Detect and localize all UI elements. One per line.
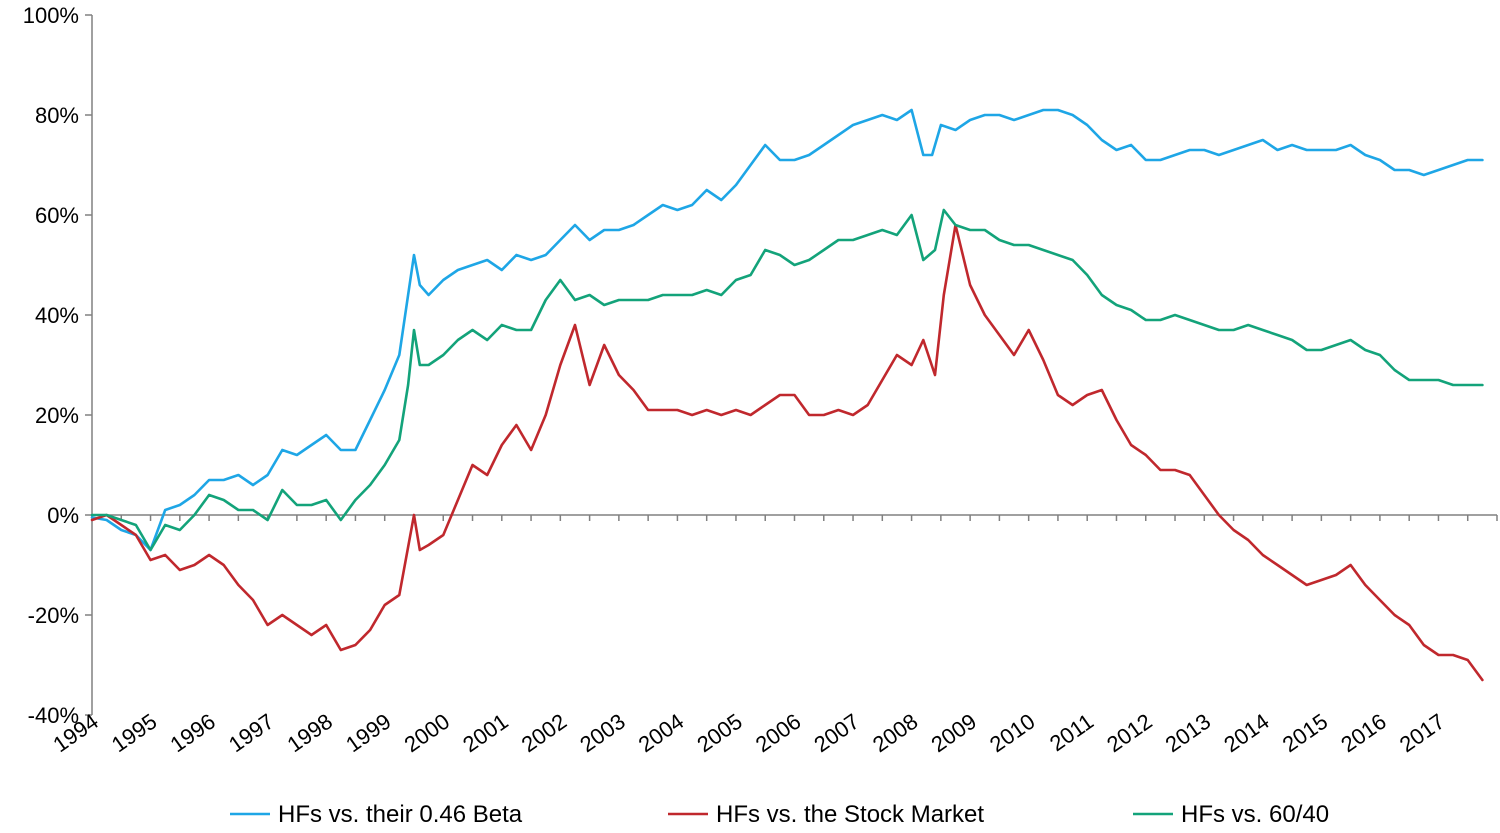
legend-label: HFs vs. 60/40: [1181, 801, 1329, 828]
x-tick-label: 2010: [985, 709, 1039, 758]
series-line-2: [90, 223, 1484, 682]
y-tick-label: -20%: [28, 603, 79, 628]
y-tick-label: 60%: [35, 203, 79, 228]
y-tick-label: 100%: [23, 3, 79, 28]
y-axis: 100% 80% 60% 40% 20% 0% -20% -40%: [23, 3, 93, 728]
series-line-3: [90, 208, 1484, 552]
x-tick-label: 2014: [1219, 709, 1273, 758]
x-tick-label: 1997: [224, 709, 278, 758]
x-tick-label: 1996: [166, 709, 220, 758]
x-tick-label: 2015: [1278, 709, 1332, 758]
x-tick-label: 2001: [458, 709, 512, 758]
x-tick-label: 2003: [575, 709, 629, 758]
x-tick-label: 2007: [809, 709, 863, 758]
x-tick-label: 2017: [1395, 709, 1449, 758]
legend: HFs vs. their 0.46 Beta HFs vs. the Stock…: [230, 801, 1329, 828]
y-tick-label: 80%: [35, 103, 79, 128]
y-tick-label: 40%: [35, 303, 79, 328]
y-tick-label: -40%: [28, 703, 79, 728]
y-tick-label: 0%: [47, 503, 79, 528]
x-tick-label: 1999: [341, 709, 395, 758]
legend-label: HFs vs. the Stock Market: [716, 801, 984, 828]
x-tick-label: 1998: [283, 709, 337, 758]
x-tick-label: 2002: [517, 709, 571, 758]
x-tick-label: 1995: [107, 709, 161, 758]
y-tick-label: 20%: [35, 403, 79, 428]
x-tick-label: 2004: [634, 709, 688, 758]
x-tick-label: 2011: [1045, 709, 1098, 757]
x-tick-label: 2012: [1102, 709, 1156, 758]
x-axis: 1994 1995 1996 1997 1998 1999 2000 2001 2002 2003…: [48, 514, 1498, 758]
x-tick-label: 2000: [400, 709, 454, 758]
x-tick-label: 2006: [751, 709, 805, 758]
x-tick-label: 2016: [1336, 709, 1390, 758]
x-tick-label: 2009: [927, 709, 981, 758]
legend-label: HFs vs. their 0.46 Beta: [278, 801, 523, 828]
x-tick-label: 2008: [868, 709, 922, 758]
series-group: [90, 108, 1484, 682]
x-tick-label: 2005: [692, 709, 746, 758]
x-tick-label: 2013: [1161, 709, 1215, 758]
series-line-1: [90, 108, 1484, 552]
